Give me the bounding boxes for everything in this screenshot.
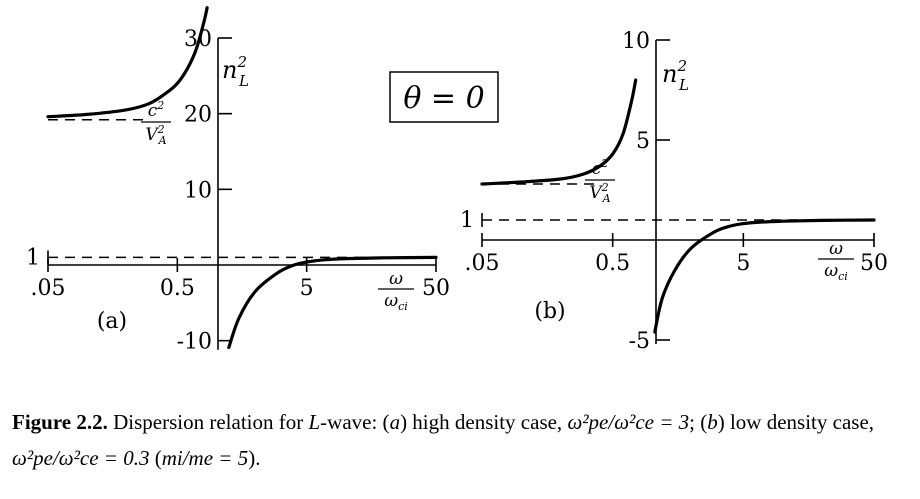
theta-equation-box: θ = 0 [389,71,499,123]
equation-box-frame [389,71,499,123]
y-tick-label: 10 [184,178,212,203]
x-tick-label: 5 [300,276,314,301]
y-axis-label: n2 L [222,53,249,90]
dispersion-curve-low [46,6,209,119]
equation-text: θ = 0 [403,81,484,116]
x-tick-label: 0.5 [595,251,630,276]
caption-case-a: a [389,410,401,434]
y-tick-label: 5 [636,129,650,154]
caption-mass-ratio: mi/me = 5 [161,446,249,470]
dispersion-curve-high [653,218,876,334]
asymptote-label-denominator: V2 A [589,181,610,205]
panel-label: (b) [534,299,565,324]
caption-text-3: ) high density case, [400,410,568,434]
caption-text-1: Dispersion relation for [107,410,309,434]
caption-text-7: ). [248,446,261,470]
y-tick-label: 20 [184,103,212,128]
x-axis-label-numerator: ω [829,239,843,259]
x-tick-label: .05 [31,276,66,301]
x-tick-label: .05 [465,251,500,276]
caption-ratio-a: ω²pe/ω²ce = 3 [567,410,690,434]
y-tick-label: 10 [622,29,650,54]
y-axis-label: n2 L [662,57,689,94]
x-tick-label: 50 [860,251,888,276]
x-tick-label: 0.5 [160,276,195,301]
y-tick-label: 1 [460,208,474,233]
figure-caption: Figure 2.2. Dispersion relation for L-wa… [12,404,912,476]
y-tick-label: -5 [629,329,650,354]
caption-wave: L [308,410,321,434]
y-tick-label: 1 [26,245,40,270]
caption-text-2: -wave: ( [320,410,390,434]
dispersion-curve-high [227,255,438,350]
caption-text-6: ( [149,446,162,470]
caption-label: Figure 2.2. [12,410,108,434]
x-axis-label-numerator: ω [389,269,403,289]
asymptote-label-denominator: V2 A [145,123,166,147]
asymptote-label-numerator: c2 [148,99,165,121]
x-tick-label: 50 [422,276,450,301]
panel-label: (a) [97,309,127,334]
x-axis-label-denominator: ωci [824,261,848,283]
caption-case-b: b [707,410,718,434]
asymptote-label-numerator: c2 [592,157,609,179]
caption-text-4: ; ( [689,410,708,434]
caption-text-5: ) low density case, [717,410,875,434]
caption-ratio-b: ω²pe/ω²ce = 0.3 [12,446,150,470]
dispersion-curve-low [480,78,638,186]
y-tick-label: -10 [177,330,212,355]
x-tick-label: 5 [736,251,750,276]
x-axis-label-denominator: ωci [384,291,408,313]
